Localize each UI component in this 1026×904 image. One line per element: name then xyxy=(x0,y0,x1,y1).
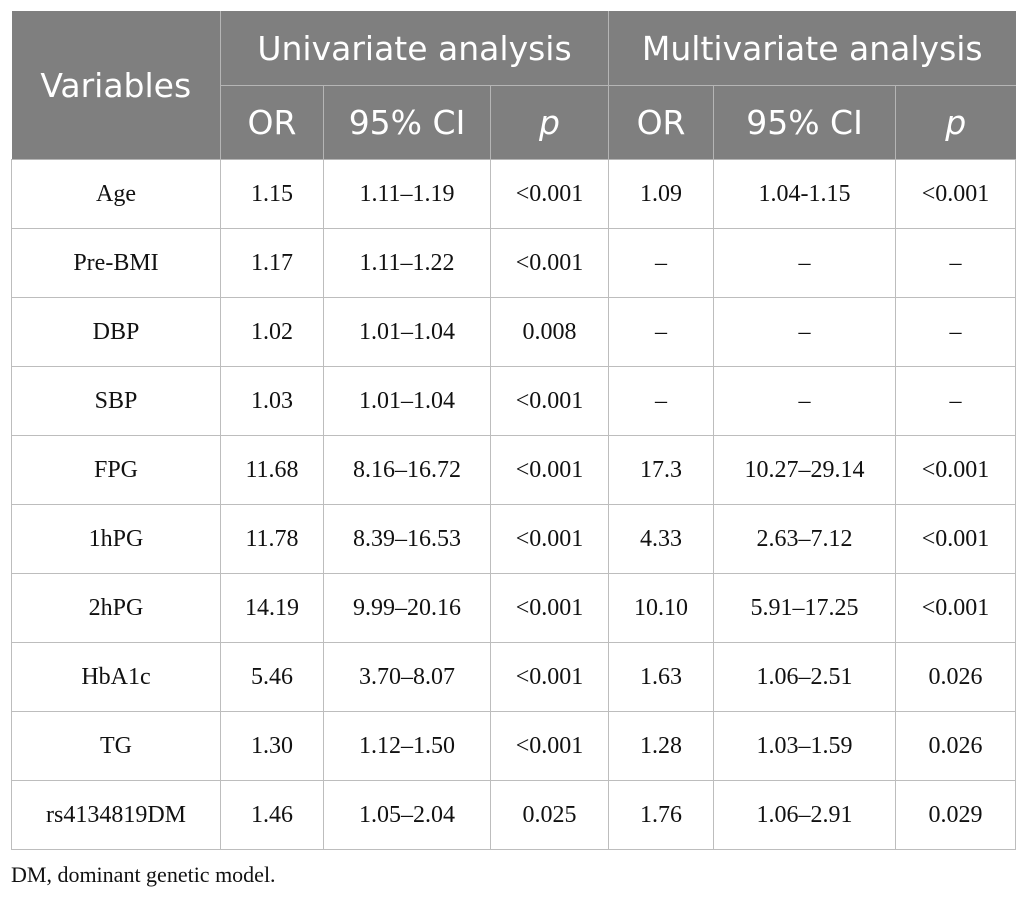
cell-uni-p: <0.001 xyxy=(489,435,610,505)
cell-multi-p: 0.026 xyxy=(895,642,1017,712)
cell-multi-or: 1.63 xyxy=(608,642,715,712)
header-uni-p: p xyxy=(490,85,610,160)
cell-variable: rs4134819DM xyxy=(11,780,221,850)
cell-uni-p: <0.001 xyxy=(489,159,610,229)
cell-multi-p: – xyxy=(895,366,1017,436)
results-table-container: Variables Univariate analysis Multivaria… xyxy=(11,11,1017,850)
cell-uni-or: 5.46 xyxy=(220,642,324,712)
cell-uni-ci: 1.01–1.04 xyxy=(323,366,491,436)
cell-uni-or: 1.46 xyxy=(220,780,324,850)
cell-uni-p: <0.001 xyxy=(489,711,610,781)
cell-uni-p: <0.001 xyxy=(489,573,610,643)
cell-multi-ci: – xyxy=(713,366,897,436)
cell-uni-or: 1.15 xyxy=(220,159,324,229)
cell-multi-p: 0.029 xyxy=(895,780,1017,850)
cell-uni-p: <0.001 xyxy=(489,504,610,574)
cell-multi-ci: 2.63–7.12 xyxy=(713,504,897,574)
cell-uni-ci: 8.16–16.72 xyxy=(323,435,491,505)
table-row: Pre-BMI 1.17 1.11–1.22 <0.001 – – – xyxy=(11,228,1017,298)
cell-variable: 1hPG xyxy=(11,504,221,574)
cell-variable: Pre-BMI xyxy=(11,228,221,298)
table-row: SBP 1.03 1.01–1.04 <0.001 – – – xyxy=(11,366,1017,436)
cell-multi-or: 1.76 xyxy=(608,780,715,850)
cell-uni-ci: 1.01–1.04 xyxy=(323,297,491,367)
table-header: Variables Univariate analysis Multivaria… xyxy=(11,11,1016,160)
table-footnote: DM, dominant genetic model. xyxy=(11,862,276,887)
header-multi-p: p xyxy=(895,85,1016,160)
cell-uni-or: 1.03 xyxy=(220,366,324,436)
table-row: 1hPG 11.78 8.39–16.53 <0.001 4.33 2.63–7… xyxy=(11,504,1017,574)
cell-multi-p: <0.001 xyxy=(895,435,1017,505)
cell-uni-ci: 1.12–1.50 xyxy=(323,711,491,781)
cell-multi-ci: 1.04-1.15 xyxy=(713,159,897,229)
cell-multi-or: 17.3 xyxy=(608,435,715,505)
cell-multi-or: – xyxy=(608,297,715,367)
cell-multi-ci: 1.06–2.91 xyxy=(713,780,897,850)
cell-multi-or: 1.28 xyxy=(608,711,715,781)
cell-multi-or: – xyxy=(608,366,715,436)
cell-uni-ci: 1.11–1.19 xyxy=(323,159,491,229)
cell-uni-or: 1.30 xyxy=(220,711,324,781)
cell-multi-p: <0.001 xyxy=(895,573,1017,643)
header-variables: Variables xyxy=(11,11,221,160)
cell-multi-or: 1.09 xyxy=(608,159,715,229)
cell-uni-p: 0.025 xyxy=(489,780,610,850)
table-body: Age 1.15 1.11–1.19 <0.001 1.09 1.04-1.15… xyxy=(11,159,1017,850)
cell-uni-ci: 8.39–16.53 xyxy=(323,504,491,574)
cell-uni-ci: 1.05–2.04 xyxy=(323,780,491,850)
header-multi-ci: 95% CI xyxy=(713,85,897,160)
cell-multi-or: 4.33 xyxy=(608,504,715,574)
cell-multi-ci: 5.91–17.25 xyxy=(713,573,897,643)
cell-uni-or: 11.68 xyxy=(220,435,324,505)
cell-multi-p: <0.001 xyxy=(895,159,1017,229)
cell-uni-ci: 3.70–8.07 xyxy=(323,642,491,712)
header-multi-or: OR xyxy=(608,85,715,160)
cell-multi-ci: 1.03–1.59 xyxy=(713,711,897,781)
logistic-regression-table: Variables Univariate analysis Multivaria… xyxy=(11,11,1017,850)
cell-uni-p: <0.001 xyxy=(489,366,610,436)
table-row: TG 1.30 1.12–1.50 <0.001 1.28 1.03–1.59 … xyxy=(11,711,1017,781)
cell-multi-ci: 1.06–2.51 xyxy=(713,642,897,712)
header-multivariate: Multivariate analysis xyxy=(608,11,1016,86)
cell-uni-p: <0.001 xyxy=(489,228,610,298)
header-univariate: Univariate analysis xyxy=(220,11,610,86)
table-row: HbA1c 5.46 3.70–8.07 <0.001 1.63 1.06–2.… xyxy=(11,642,1017,712)
cell-uni-ci: 9.99–20.16 xyxy=(323,573,491,643)
cell-uni-p: 0.008 xyxy=(489,297,610,367)
cell-multi-or: – xyxy=(608,228,715,298)
cell-uni-or: 1.02 xyxy=(220,297,324,367)
cell-multi-p: <0.001 xyxy=(895,504,1017,574)
cell-variable: HbA1c xyxy=(11,642,221,712)
cell-multi-p: – xyxy=(895,297,1017,367)
cell-uni-ci: 1.11–1.22 xyxy=(323,228,491,298)
table-row: DBP 1.02 1.01–1.04 0.008 – – – xyxy=(11,297,1017,367)
header-uni-ci: 95% CI xyxy=(323,85,491,160)
cell-uni-or: 11.78 xyxy=(220,504,324,574)
cell-variable: FPG xyxy=(11,435,221,505)
cell-variable: TG xyxy=(11,711,221,781)
header-uni-or: OR xyxy=(220,85,324,160)
cell-variable: Age xyxy=(11,159,221,229)
cell-multi-or: 10.10 xyxy=(608,573,715,643)
cell-multi-p: 0.026 xyxy=(895,711,1017,781)
cell-multi-ci: – xyxy=(713,297,897,367)
table-row: rs4134819DM 1.46 1.05–2.04 0.025 1.76 1.… xyxy=(11,780,1017,850)
cell-variable: DBP xyxy=(11,297,221,367)
cell-multi-ci: – xyxy=(713,228,897,298)
cell-multi-p: – xyxy=(895,228,1017,298)
cell-variable: SBP xyxy=(11,366,221,436)
table-row: Age 1.15 1.11–1.19 <0.001 1.09 1.04-1.15… xyxy=(11,159,1017,229)
cell-uni-p: <0.001 xyxy=(489,642,610,712)
table-row: FPG 11.68 8.16–16.72 <0.001 17.3 10.27–2… xyxy=(11,435,1017,505)
cell-uni-or: 1.17 xyxy=(220,228,324,298)
table-row: 2hPG 14.19 9.99–20.16 <0.001 10.10 5.91–… xyxy=(11,573,1017,643)
cell-multi-ci: 10.27–29.14 xyxy=(713,435,897,505)
cell-variable: 2hPG xyxy=(11,573,221,643)
cell-uni-or: 14.19 xyxy=(220,573,324,643)
